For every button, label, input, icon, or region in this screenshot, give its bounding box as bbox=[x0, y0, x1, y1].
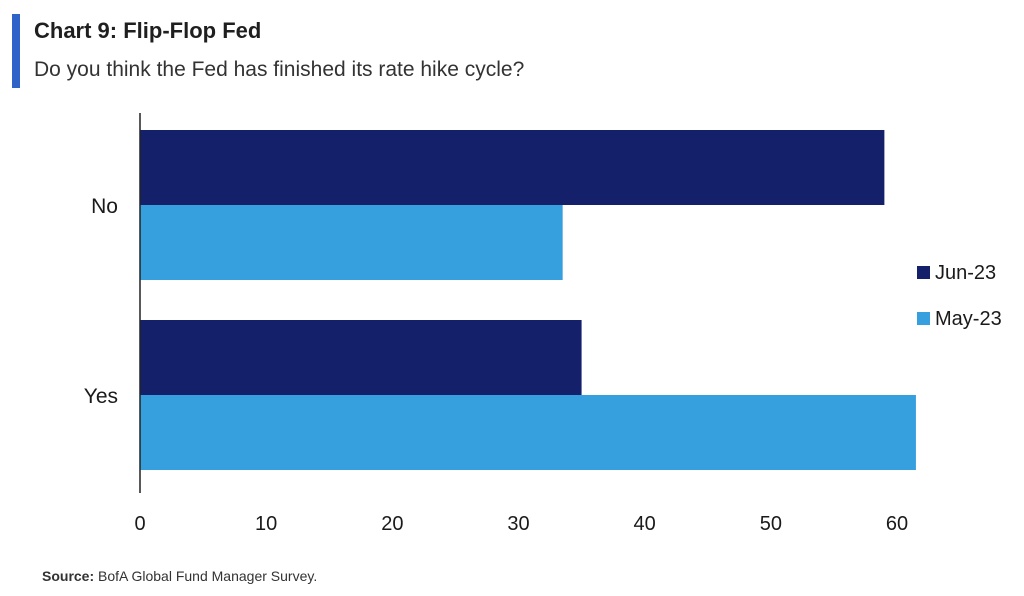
category-label-no: No bbox=[91, 195, 118, 218]
x-tick-label: 20 bbox=[381, 513, 403, 535]
legend-label-may-23: May-23 bbox=[935, 308, 1002, 330]
legend-swatch-may-23 bbox=[917, 312, 930, 325]
chart-subtitle: Do you think the Fed has finished its ra… bbox=[34, 58, 525, 81]
x-tick-label: 10 bbox=[255, 513, 277, 535]
bar-yes-may-23 bbox=[140, 395, 916, 470]
bar-no-may-23 bbox=[140, 205, 563, 280]
x-tick-label: 0 bbox=[134, 513, 145, 535]
bar-yes-jun-23 bbox=[140, 320, 582, 395]
x-tick-label: 40 bbox=[634, 513, 656, 535]
legend-label-jun-23: Jun-23 bbox=[935, 262, 996, 284]
source-note: Source: BofA Global Fund Manager Survey. bbox=[42, 568, 317, 584]
category-label-yes: Yes bbox=[84, 385, 118, 408]
chart-title: Chart 9: Flip-Flop Fed bbox=[34, 18, 262, 43]
source-text: BofA Global Fund Manager Survey. bbox=[98, 568, 318, 584]
x-tick-label: 60 bbox=[886, 513, 908, 535]
source-label: Source: bbox=[42, 568, 95, 584]
x-tick-label: 50 bbox=[760, 513, 782, 535]
x-tick-label: 30 bbox=[507, 513, 529, 535]
legend-swatch-jun-23 bbox=[917, 266, 930, 279]
accent-bar bbox=[12, 14, 20, 88]
bar-no-jun-23 bbox=[140, 130, 885, 205]
